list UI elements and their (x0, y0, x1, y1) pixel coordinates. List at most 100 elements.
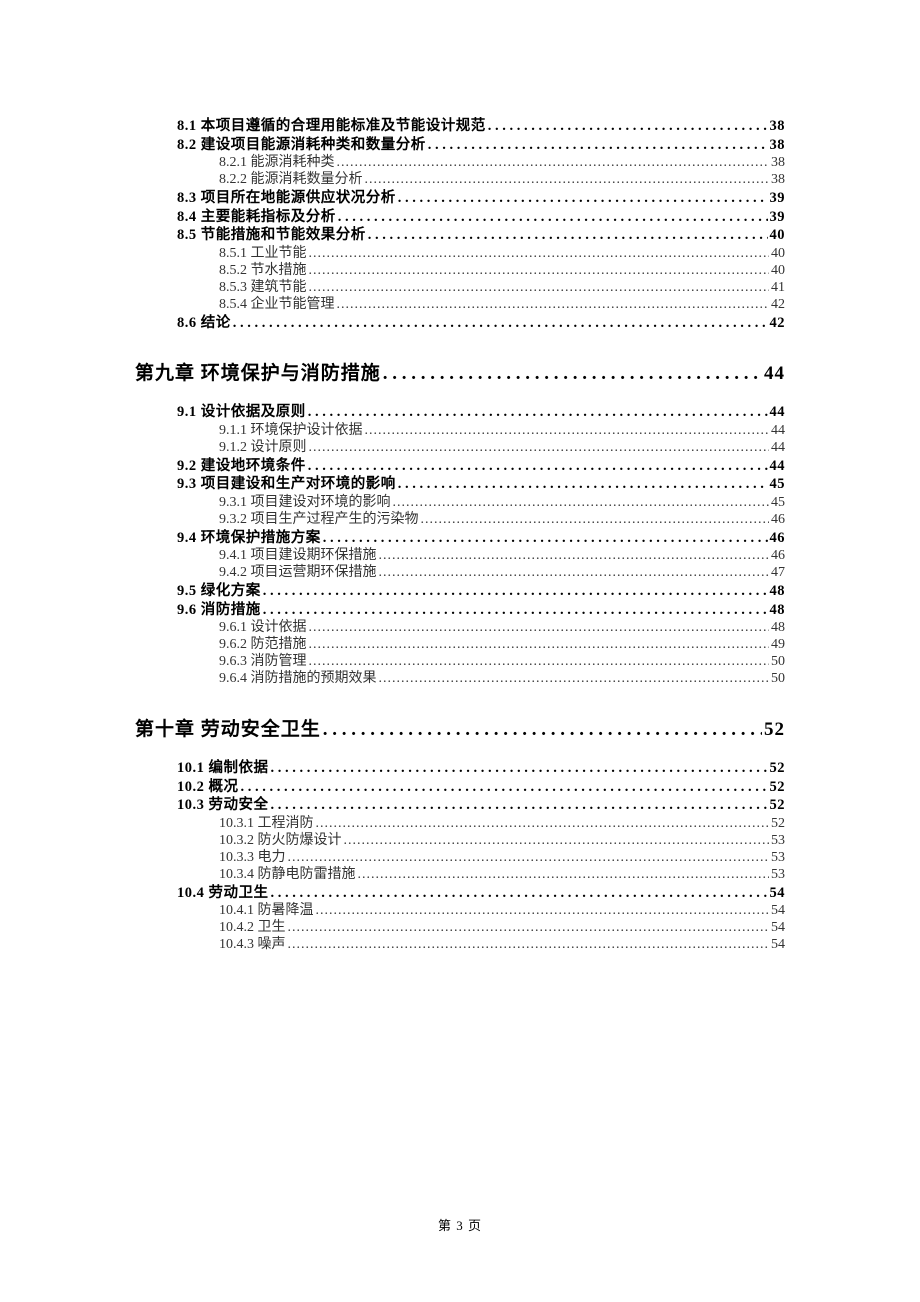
toc-page-number: 39 (770, 191, 786, 206)
toc-page-number: 50 (771, 672, 785, 686)
toc-label: 8.2.2 能源消耗数量分析 (219, 173, 363, 187)
toc-leader-dots (309, 441, 770, 455)
toc-page-number: 42 (770, 316, 786, 331)
toc-leader-dots (309, 638, 770, 652)
toc-leader-dots (358, 868, 770, 882)
toc-label: 9.6.3 消防管理 (219, 655, 307, 669)
toc-leader-dots (308, 405, 768, 420)
toc-leader-dots (316, 904, 770, 918)
toc-leader-dots (383, 364, 762, 383)
toc-entry: 8.1 本项目遵循的合理用能标准及节能设计规范38 (177, 119, 785, 134)
toc-leader-dots (365, 424, 770, 438)
toc-page-number: 40 (771, 264, 785, 278)
toc-entry: 9.1.1 环境保护设计依据44 (177, 424, 785, 438)
toc-entry: 10.4 劳动卫生54 (177, 886, 785, 901)
toc-leader-dots (488, 119, 768, 134)
toc-page-number: 54 (771, 921, 785, 935)
toc-leader-dots (428, 138, 768, 153)
toc-page-number: 42 (771, 298, 785, 312)
toc-entry: 10.2 概况52 (177, 780, 785, 795)
toc-entry: 9.6 消防措施 48 (177, 603, 785, 618)
toc-page-number: 44 (770, 405, 786, 420)
toc-entry: 9.6.1 设计依据48 (177, 621, 785, 635)
toc-leader-dots (309, 247, 770, 261)
toc-page-number: 38 (771, 156, 785, 170)
toc-page-number: 53 (771, 834, 785, 848)
toc-entry: 第十章 劳动安全卫生 52 (135, 720, 785, 739)
toc-entry: 9.4 环境保护措施方案46 (177, 531, 785, 546)
toc-leader-dots (398, 191, 768, 206)
toc-label: 8.5.1 工业节能 (219, 247, 307, 261)
toc-leader-dots (309, 655, 770, 669)
toc-entry: 第九章 环境保护与消防措施44 (135, 364, 785, 383)
toc-page-number: 38 (770, 119, 786, 134)
toc-page-number: 39 (770, 210, 786, 225)
toc-page-number: 40 (770, 228, 786, 243)
toc-page-number: 38 (770, 138, 786, 153)
toc-leader-dots (309, 264, 770, 278)
toc-leader-dots (263, 603, 768, 618)
toc-entry: 8.4 主要能耗指标及分析 39 (177, 210, 785, 225)
toc-page-number: 52 (764, 720, 785, 739)
toc-label: 9.6.4 消防措施的预期效果 (219, 672, 377, 686)
toc-entry: 8.2.1 能源消耗种类 38 (177, 156, 785, 170)
toc-page-number: 45 (770, 477, 786, 492)
toc-entry: 9.4.1 项目建设期环保措施46 (177, 549, 785, 563)
toc-container: 8.1 本项目遵循的合理用能标准及节能设计规范38 8.2 建设项目能源消耗种类和… (135, 119, 785, 952)
toc-leader-dots (344, 834, 770, 848)
toc-leader-dots (288, 921, 770, 935)
toc-entry: 9.6.3 消防管理 50 (177, 655, 785, 669)
toc-label: 8.5.2 节水措施 (219, 264, 307, 278)
toc-page-number: 48 (771, 621, 785, 635)
toc-label: 9.4.2 项目运营期环保措施 (219, 566, 377, 580)
toc-label: 9.6 消防措施 (177, 603, 261, 618)
toc-leader-dots (263, 584, 768, 599)
toc-leader-dots (398, 477, 768, 492)
toc-entry: 8.5.4 企业节能管理42 (177, 298, 785, 312)
toc-leader-dots (309, 281, 770, 295)
toc-label: 9.5 绿化方案 (177, 584, 261, 599)
toc-page-number: 41 (771, 281, 785, 295)
toc-entry: 8.5 节能措施和节能效果分析40 (177, 228, 785, 243)
toc-page-number: 44 (770, 459, 786, 474)
toc-page-number: 50 (771, 655, 785, 669)
toc-page-number: 44 (771, 424, 785, 438)
toc-leader-dots (421, 513, 770, 527)
toc-entry: 10.4.3 噪声 54 (177, 938, 785, 952)
toc-label: 10.4.2 卫生 (219, 921, 286, 935)
toc-label: 10.1 编制依据 (177, 761, 269, 776)
toc-label: 8.3 项目所在地能源供应状况分析 (177, 191, 396, 206)
toc-leader-dots (271, 798, 768, 813)
toc-page-number: 54 (771, 938, 785, 952)
toc-label: 9.4 环境保护措施方案 (177, 531, 321, 546)
toc-label: 10.2 概况 (177, 780, 239, 795)
toc-label: 8.4 主要能耗指标及分析 (177, 210, 336, 225)
toc-label: 第十章 劳动安全卫生 (135, 720, 321, 739)
toc-entry: 8.6 结论42 (177, 316, 785, 331)
toc-label: 9.3.1 项目建设对环境的影响 (219, 496, 391, 510)
toc-label: 10.4.3 噪声 (219, 938, 286, 952)
toc-page-number: 53 (771, 851, 785, 865)
toc-entry: 8.3 项目所在地能源供应状况分析 39 (177, 191, 785, 206)
toc-leader-dots (379, 549, 770, 563)
toc-entry: 10.3.3 电力53 (177, 851, 785, 865)
toc-entry: 8.2 建设项目能源消耗种类和数量分析38 (177, 138, 785, 153)
toc-leader-dots (368, 228, 768, 243)
toc-entry: 9.3 项目建设和生产对环境的影响45 (177, 477, 785, 492)
toc-label: 9.1 设计依据及原则 (177, 405, 306, 420)
toc-label: 8.2.1 能源消耗种类 (219, 156, 335, 170)
toc-leader-dots (337, 298, 770, 312)
toc-entry: 9.3.2 项目生产过程产生的污染物46 (177, 513, 785, 527)
toc-label: 10.3.4 防静电防雷措施 (219, 868, 356, 882)
toc-entry: 10.4.1 防暑降温54 (177, 904, 785, 918)
page-footer: 第 3 页 (0, 1215, 920, 1234)
toc-label: 9.2 建设地环境条件 (177, 459, 306, 474)
toc-entry: 9.1 设计依据及原则 44 (177, 405, 785, 420)
toc-page-number: 40 (771, 247, 785, 261)
toc-page-number: 48 (770, 603, 786, 618)
toc-entry: 9.3.1 项目建设对环境的影响45 (177, 496, 785, 510)
toc-label: 10.3.2 防火防爆设计 (219, 834, 342, 848)
toc-leader-dots (393, 496, 770, 510)
toc-entry: 9.1.2 设计原则44 (177, 441, 785, 455)
toc-entry: 10.4.2 卫生 54 (177, 921, 785, 935)
